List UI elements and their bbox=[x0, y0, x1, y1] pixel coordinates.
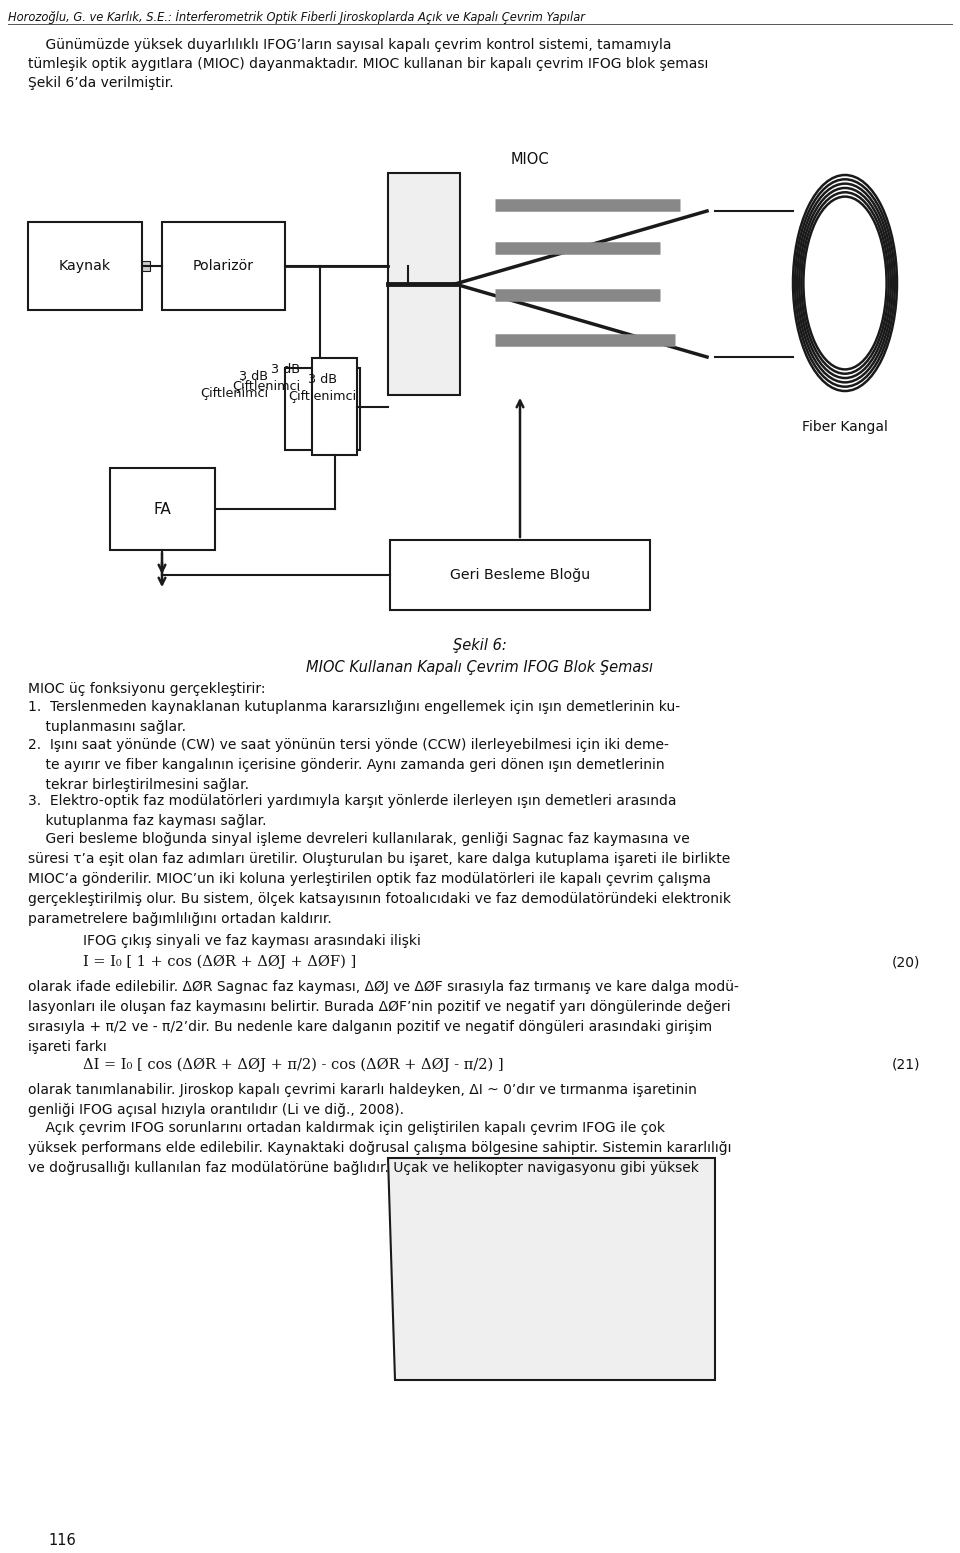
Text: Şekil 6’da verilmiştir.: Şekil 6’da verilmiştir. bbox=[28, 76, 174, 90]
Text: FA: FA bbox=[154, 502, 172, 517]
Bar bbox=[390, 540, 650, 610]
Text: MIOC üç fonksiyonu gerçekleştirir:: MIOC üç fonksiyonu gerçekleştirir: bbox=[28, 682, 266, 696]
Bar bbox=[142, 261, 150, 272]
Text: olarak tanımlanabilir. Jiroskop kapalı çevrimi kararlı haldeyken, ΔI ~ 0’dır ve : olarak tanımlanabilir. Jiroskop kapalı ç… bbox=[28, 1082, 697, 1117]
Bar bbox=[110, 467, 215, 550]
Text: Horozoğlu, G. ve Karlık, S.E.: İnterferometrik Optik Fiberli Jiroskoplarda Açık : Horozoğlu, G. ve Karlık, S.E.: İnterfero… bbox=[8, 9, 585, 23]
Bar bbox=[388, 172, 460, 394]
Bar bbox=[162, 222, 285, 311]
Text: (21): (21) bbox=[892, 1058, 920, 1072]
Text: MIOC Kullanan Kapalı Çevrim IFOG Blok Şeması: MIOC Kullanan Kapalı Çevrim IFOG Blok Şe… bbox=[306, 660, 654, 676]
Text: Fiber Kangal: Fiber Kangal bbox=[802, 419, 888, 433]
Text: ΔI = I₀ [ cos (ΔØR + ΔØJ + π/2) - cos (ΔØR + ΔØJ - π/2) ]: ΔI = I₀ [ cos (ΔØR + ΔØJ + π/2) - cos (Δ… bbox=[83, 1058, 504, 1073]
Text: (20): (20) bbox=[892, 955, 920, 969]
Text: I = I₀ [ 1 + cos (ΔØR + ΔØJ + ΔØF) ]: I = I₀ [ 1 + cos (ΔØR + ΔØJ + ΔØF) ] bbox=[83, 955, 356, 969]
Bar bbox=[285, 368, 360, 450]
Polygon shape bbox=[388, 1159, 715, 1381]
Text: olarak ifade edilebilir. ΔØR Sagnac faz kayması, ΔØJ ve ΔØF sırasıyla faz tırman: olarak ifade edilebilir. ΔØR Sagnac faz … bbox=[28, 980, 739, 1054]
Text: 3 dB
Çiftlenimci: 3 dB Çiftlenimci bbox=[200, 370, 268, 401]
Text: Şekil 6:: Şekil 6: bbox=[453, 638, 507, 652]
Bar bbox=[312, 359, 357, 455]
Text: tümleşik optik aygıtlara (MIOC) dayanmaktadır. MIOC kullanan bir kapalı çevrim I: tümleşik optik aygıtlara (MIOC) dayanmak… bbox=[28, 57, 708, 71]
Text: 1.  Terslenmeden kaynaklanan kutuplanma kararsızlığını engellemek için ışın deme: 1. Terslenmeden kaynaklanan kutuplanma k… bbox=[28, 700, 680, 735]
Text: 3.  Elektro-optik faz modülatörleri yardımıyla karşıt yönlerde ilerleyen ışın de: 3. Elektro-optik faz modülatörleri yardı… bbox=[28, 794, 677, 828]
Bar bbox=[28, 222, 142, 311]
Text: 3 dB
Çiftlenimci: 3 dB Çiftlenimci bbox=[288, 373, 356, 402]
Text: Kaynak: Kaynak bbox=[59, 259, 111, 273]
Text: Günümüzde yüksek duyarlılıklı IFOG’ların sayısal kapalı çevrim kontrol sistemi, : Günümüzde yüksek duyarlılıklı IFOG’ların… bbox=[28, 37, 671, 51]
Text: IFOG çıkış sinyali ve faz kayması arasındaki ilişki: IFOG çıkış sinyali ve faz kayması arasın… bbox=[83, 933, 420, 947]
Text: MIOC: MIOC bbox=[511, 152, 549, 168]
Text: Açık çevrim IFOG sorunlarını ortadan kaldırmak için geliştirilen kapalı çevrim I: Açık çevrim IFOG sorunlarını ortadan kal… bbox=[28, 1121, 732, 1176]
Text: Geri besleme bloğunda sinyal işleme devreleri kullanılarak, genliği Sagnac faz k: Geri besleme bloğunda sinyal işleme devr… bbox=[28, 832, 731, 926]
Text: 2.  Işını saat yönünde (CW) ve saat yönünün tersi yönde (CCW) ilerleyebilmesi iç: 2. Işını saat yönünde (CW) ve saat yönün… bbox=[28, 738, 669, 792]
Text: 3 dB
Çiftlenimci: 3 dB Çiftlenimci bbox=[232, 363, 300, 393]
Text: Geri Besleme Bloğu: Geri Besleme Bloğu bbox=[450, 568, 590, 582]
Text: 116: 116 bbox=[48, 1533, 76, 1548]
Text: Polarizör: Polarizör bbox=[193, 259, 254, 273]
